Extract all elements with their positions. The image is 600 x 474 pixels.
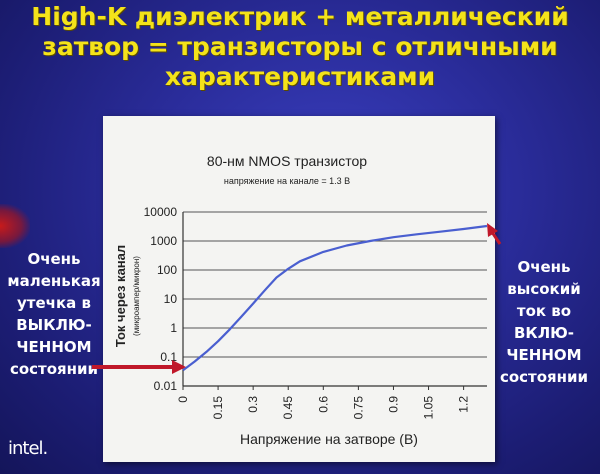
right-note-line: Очень: [517, 258, 571, 276]
left-note-line: ЧЕННОМ: [16, 338, 92, 356]
x-tick-label: 0.9: [386, 396, 400, 413]
right-note-line: ЧЕННОМ: [506, 346, 582, 364]
right-note-line: высокий: [507, 280, 581, 298]
title-line-2: затвор = транзисторы с отличными: [42, 32, 558, 61]
y-tick-label: 0.01: [154, 379, 178, 393]
y-axis-unit: (микроампер/микрон): [132, 256, 141, 336]
title-line-3: характеристиками: [164, 62, 436, 91]
right-note-line: ВКЛЮ-: [514, 324, 574, 342]
x-tick-label: 0.15: [211, 396, 225, 420]
right-note-line: состоянии: [499, 368, 589, 386]
y-tick-label: 10: [164, 292, 178, 306]
chart: 80-нм NMOS транзистор напряжение на кана…: [113, 153, 488, 447]
y-axis-label: Ток через канал: [113, 245, 128, 347]
left-note-line: утечка в: [17, 294, 91, 312]
y-tick-label: 100: [157, 263, 177, 277]
slide-title: High-K диэлектрик + металлический затвор…: [20, 2, 580, 92]
y-tick-label: 10000: [144, 205, 178, 219]
y-tick-label: 1: [170, 321, 177, 335]
series-group: [182, 224, 488, 372]
title-line-1: High-K диэлектрик + металлический: [31, 2, 569, 31]
x-tick-label: 1.05: [422, 396, 436, 420]
left-note-line: Очень: [27, 250, 81, 268]
x-tick-label: 0.6: [316, 396, 330, 413]
y-tick-label: 1000: [150, 234, 177, 248]
laser-pointer-glow: [0, 204, 30, 248]
axes: [182, 212, 487, 390]
grid-lines: [183, 211, 487, 387]
x-axis-label: Напряжение на затворе (В): [240, 431, 418, 447]
chart-panel: 80-нм NMOS транзистор напряжение на кана…: [103, 116, 495, 462]
x-tick-labels: 0 0.15 0.3 0.45 0.6 0.75 0.9 1.05 1.2: [176, 396, 471, 420]
left-note-line: состоянии: [9, 360, 99, 378]
y-tick-labels: 0.01 0.1 1 10 100 1000 10000: [144, 205, 178, 393]
x-tick-label: 0: [176, 396, 190, 403]
right-note-line: ток во: [516, 302, 572, 320]
chart-subtitle: напряжение на канале = 1.3 В: [224, 176, 350, 186]
x-tick-label: 1.2: [457, 396, 471, 413]
right-note: Очень высокий ток во ВКЛЮ- ЧЕННОМ состоя…: [490, 256, 598, 388]
y-tick-label: 0.1: [160, 350, 177, 364]
x-tick-label: 0.3: [246, 396, 260, 413]
series-line: [182, 224, 488, 372]
x-tick-label: 0.75: [351, 396, 365, 420]
chart-title: 80-нм NMOS транзистор: [207, 153, 367, 169]
x-tick-label: 0.45: [281, 396, 295, 420]
left-note-line: маленькая: [7, 272, 101, 290]
intel-logo: intel.: [8, 438, 48, 459]
left-note-line: ВЫКЛЮ-: [16, 316, 92, 334]
left-note: Очень маленькая утечка в ВЫКЛЮ- ЧЕННОМ с…: [6, 248, 102, 380]
